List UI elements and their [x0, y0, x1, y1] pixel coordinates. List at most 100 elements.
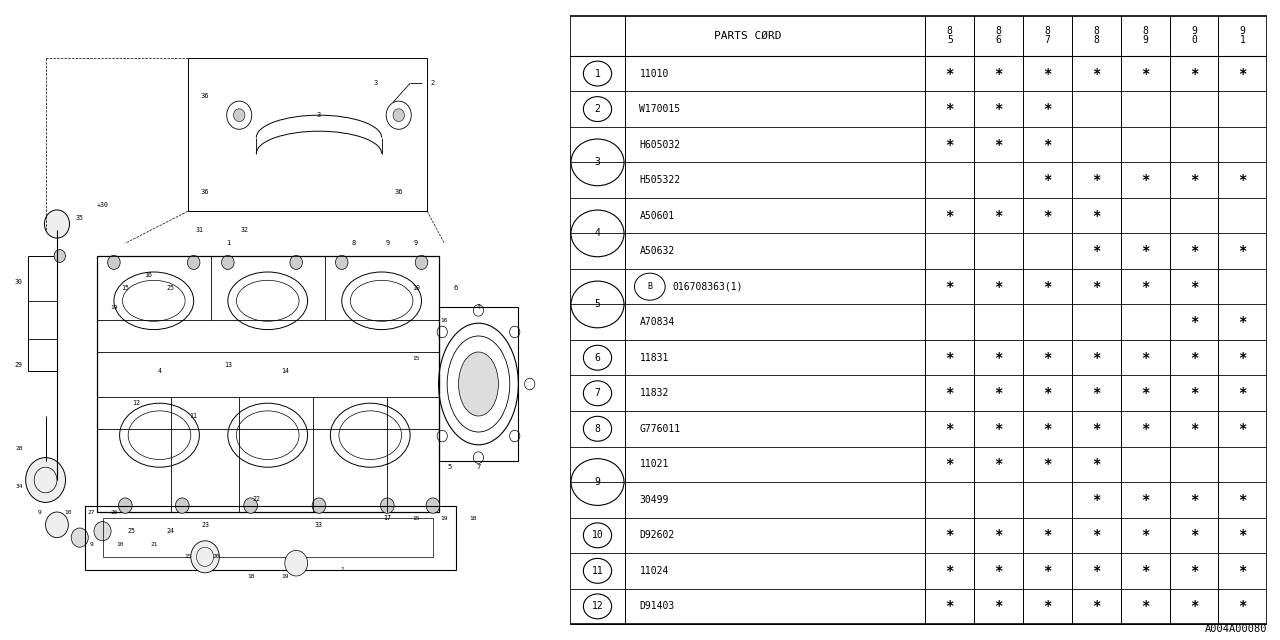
Text: 9
0: 9 0 [1190, 26, 1197, 45]
Text: *: * [1043, 387, 1052, 400]
Text: *: * [946, 387, 954, 400]
Circle shape [426, 498, 440, 513]
Text: A50601: A50601 [640, 211, 675, 221]
Text: 26: 26 [110, 509, 118, 515]
Text: *: * [1190, 244, 1198, 258]
Text: *: * [1239, 67, 1247, 81]
Text: *: * [995, 458, 1002, 471]
Text: *: * [1140, 244, 1149, 258]
Text: 9: 9 [595, 477, 600, 487]
Text: 11832: 11832 [640, 388, 668, 398]
Text: *: * [946, 458, 954, 471]
Text: *: * [1092, 209, 1101, 223]
Text: 4: 4 [476, 304, 480, 310]
Text: *: * [1043, 351, 1052, 365]
Text: A70834: A70834 [640, 317, 675, 327]
Text: *: * [946, 209, 954, 223]
Text: *: * [1190, 422, 1198, 436]
Text: *: * [1190, 316, 1198, 329]
Text: 31: 31 [196, 227, 204, 234]
Text: 21: 21 [150, 541, 157, 547]
Text: 6: 6 [453, 285, 458, 291]
Text: *: * [995, 102, 1002, 116]
Text: 18: 18 [468, 516, 476, 521]
Text: 8: 8 [351, 240, 356, 246]
Text: 19: 19 [110, 305, 118, 310]
Text: *: * [946, 351, 954, 365]
Text: 22: 22 [252, 496, 260, 502]
Text: *: * [1043, 529, 1052, 542]
Text: *: * [1239, 564, 1247, 578]
Text: *: * [946, 422, 954, 436]
Text: 9: 9 [413, 240, 419, 246]
Circle shape [93, 522, 111, 541]
Circle shape [312, 498, 326, 513]
Text: 9: 9 [90, 541, 93, 547]
Circle shape [335, 255, 348, 269]
Text: *: * [1043, 600, 1052, 613]
Text: 3: 3 [374, 80, 378, 86]
Bar [86, 506, 456, 570]
Text: *: * [1043, 209, 1052, 223]
Circle shape [415, 255, 428, 269]
Bar [102, 518, 433, 557]
Circle shape [54, 250, 65, 262]
Text: 28: 28 [15, 445, 23, 451]
Text: *: * [1239, 529, 1247, 542]
Text: 8
9: 8 9 [1142, 26, 1148, 45]
Circle shape [233, 109, 244, 122]
Text: *: * [1190, 387, 1198, 400]
Text: *: * [1239, 173, 1247, 187]
Text: 36: 36 [394, 189, 403, 195]
Text: 15: 15 [412, 356, 420, 361]
Text: 17: 17 [383, 515, 392, 522]
Text: 16: 16 [440, 317, 448, 323]
Text: 19: 19 [440, 516, 448, 521]
Text: 016708363(1): 016708363(1) [672, 282, 742, 292]
Text: *: * [1092, 422, 1101, 436]
Text: A50632: A50632 [640, 246, 675, 256]
Text: *: * [1043, 138, 1052, 152]
Text: *: * [1043, 422, 1052, 436]
Text: 33: 33 [315, 522, 323, 528]
Text: *: * [995, 67, 1002, 81]
Text: *: * [1092, 600, 1101, 613]
Text: *: * [1043, 173, 1052, 187]
Text: *: * [1190, 67, 1198, 81]
Ellipse shape [458, 352, 498, 416]
Text: 34: 34 [15, 484, 23, 489]
Text: *: * [1190, 600, 1198, 613]
Text: *: * [995, 209, 1002, 223]
Text: 12: 12 [133, 400, 141, 406]
Text: *: * [1140, 422, 1149, 436]
Text: *: * [1140, 351, 1149, 365]
Text: 10: 10 [116, 541, 123, 547]
Text: *: * [1140, 387, 1149, 400]
Text: *: * [1140, 280, 1149, 294]
Text: 25: 25 [166, 285, 175, 291]
Text: H605032: H605032 [640, 140, 681, 150]
Text: 1: 1 [225, 240, 230, 246]
Text: 8
8: 8 8 [1093, 26, 1100, 45]
Text: 15: 15 [184, 554, 192, 559]
Text: 10: 10 [64, 509, 72, 515]
Circle shape [243, 498, 257, 513]
Text: 32: 32 [241, 227, 248, 234]
Text: *: * [1092, 529, 1101, 542]
Bar [28, 256, 58, 371]
Circle shape [72, 528, 88, 547]
Text: 1: 1 [595, 68, 600, 79]
Text: 8
7: 8 7 [1044, 26, 1051, 45]
Bar [439, 307, 518, 461]
Bar [97, 256, 439, 512]
Text: *: * [1239, 244, 1247, 258]
Text: 12: 12 [591, 602, 603, 611]
Text: A004A00080: A004A00080 [1204, 623, 1267, 634]
Text: *: * [995, 600, 1002, 613]
Text: 11: 11 [591, 566, 603, 576]
Text: 25: 25 [127, 528, 134, 534]
Text: *: * [1190, 493, 1198, 507]
Text: 36: 36 [201, 93, 210, 99]
Text: 3: 3 [317, 112, 321, 118]
Text: 9: 9 [385, 240, 389, 246]
